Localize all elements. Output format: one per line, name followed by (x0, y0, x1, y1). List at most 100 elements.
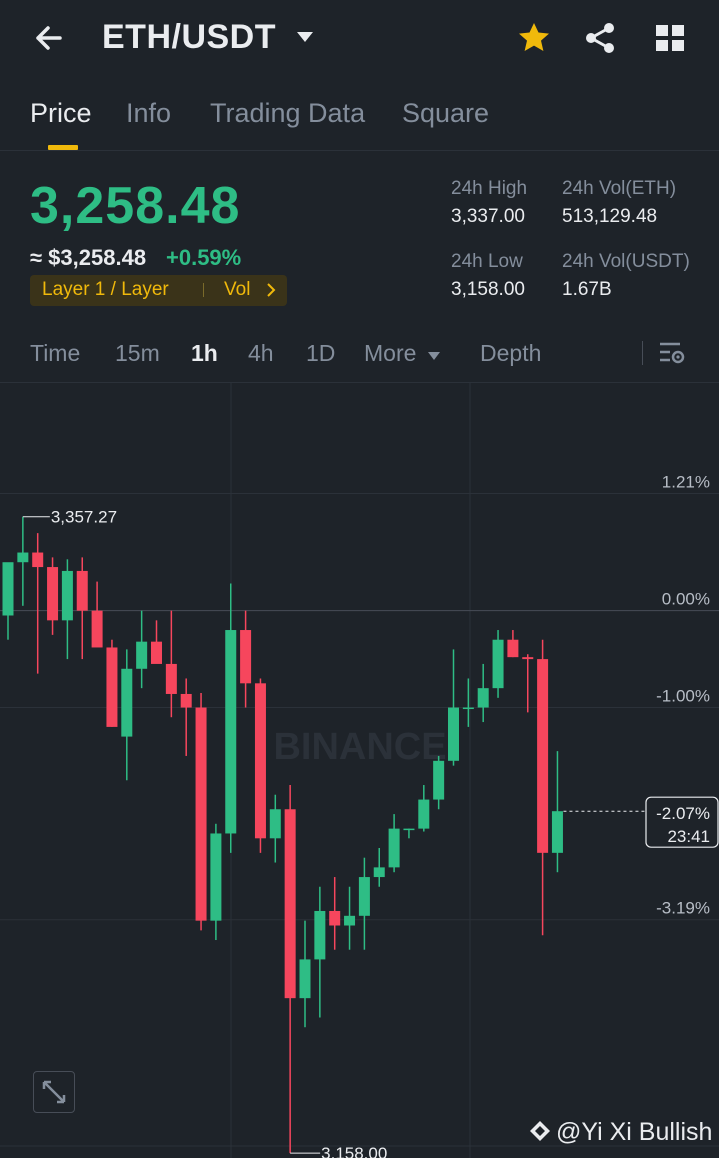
candle-body (492, 639, 504, 689)
candle-body (477, 688, 489, 708)
last-price: 3,258.48 (30, 177, 241, 235)
candles (2, 516, 563, 1154)
y-tick-label: -3.19% (656, 899, 710, 918)
depth-tab[interactable]: Depth (480, 340, 542, 366)
change-percent: +0.59% (166, 245, 242, 270)
candle (403, 828, 415, 839)
candle (2, 562, 14, 640)
tag-layer[interactable]: Layer 1 / Layer (42, 279, 169, 300)
candle (462, 678, 474, 727)
y-tick-label: 1.21% (662, 472, 710, 491)
candle-body (448, 707, 459, 761)
more-caret-icon[interactable] (427, 348, 441, 366)
candle-body (344, 915, 356, 926)
caret-down-icon[interactable] (296, 30, 314, 44)
current-price-box (645, 796, 719, 848)
candle-body (507, 639, 519, 658)
countdown-label: 23:41 (667, 827, 710, 846)
timeframe-time[interactable]: Time (30, 340, 81, 366)
candle (388, 814, 400, 873)
stat-vol-quote-value: 1.67B (562, 279, 612, 300)
y-axis-labels: 1.21% 0.00% -1.00% -3.19% (656, 472, 710, 917)
tag-vol[interactable]: Vol (224, 279, 251, 300)
candle-body (225, 630, 237, 834)
candle-body (106, 647, 118, 727)
candle (225, 583, 237, 853)
pair-title[interactable]: ETH/USDT (102, 18, 276, 56)
watermark-text: @Yi Xi Bullish (556, 1118, 713, 1146)
candle-body (91, 610, 103, 648)
candle-body (329, 910, 341, 926)
candle (32, 533, 44, 674)
candle-body (537, 659, 549, 853)
timeframe-4h[interactable]: 4h (248, 340, 274, 366)
star-icon[interactable] (516, 20, 552, 56)
candle (537, 639, 549, 936)
candle (254, 678, 266, 853)
timeframe-1d[interactable]: 1D (306, 340, 336, 366)
price-chart[interactable]: BINANCE 3,357.27 3,158.00 -2.07% 23:41 1.21… (0, 383, 719, 1158)
toolbar-divider (642, 341, 643, 365)
candle (358, 857, 370, 950)
candle (507, 630, 519, 658)
top-bar: ETH/USDT (0, 0, 719, 80)
timeframe-1h[interactable]: 1h (191, 340, 218, 366)
candle (180, 678, 192, 756)
candle-body (269, 809, 281, 839)
candle-body (165, 663, 177, 694)
candle-body (17, 552, 29, 563)
share-icon[interactable] (582, 20, 618, 56)
expand-icon[interactable] (33, 1071, 75, 1113)
timeframe-more[interactable]: More (364, 340, 417, 366)
candle-body (522, 657, 534, 660)
y-tick-label: -1.00% (656, 687, 710, 706)
candle (433, 755, 445, 810)
candle-body (299, 959, 311, 999)
candle (492, 630, 504, 698)
chart-grid (0, 383, 719, 1158)
toolbar-bottom-border (0, 382, 719, 383)
candle-body (551, 811, 563, 853)
timeframe-15m[interactable]: 15m (115, 340, 160, 366)
candle-body (462, 707, 474, 710)
tab-info[interactable]: Info (126, 98, 172, 128)
tab-square[interactable]: Square (402, 98, 490, 128)
grid-icon[interactable] (652, 20, 688, 56)
candle (61, 559, 73, 660)
tag-bar[interactable]: Layer 1 / Layer Vol (30, 275, 287, 306)
chevron-right-icon (266, 282, 276, 303)
candle (151, 620, 162, 664)
candle-body (61, 570, 73, 621)
candle-body (151, 641, 162, 664)
candle-body (254, 683, 266, 839)
candle-body (433, 760, 445, 800)
tag-divider (203, 283, 204, 297)
stat-high-value: 3,337.00 (451, 206, 525, 227)
candle (299, 920, 311, 1028)
back-arrow-icon[interactable] (30, 18, 70, 58)
tab-price[interactable]: Price (30, 98, 92, 128)
markers: 3,357.27 3,158.00 -2.07% 23:41 (22, 508, 719, 1158)
candle-body (121, 668, 133, 737)
candle (136, 610, 148, 689)
fiat-price: ≈ $3,258.48 (30, 245, 147, 270)
candle (17, 516, 29, 606)
candle-body (418, 799, 430, 829)
candle (344, 886, 356, 950)
tab-trading-data[interactable]: Trading Data (210, 98, 366, 128)
candle (269, 794, 281, 863)
candle (329, 877, 341, 950)
stat-vol-base-label: 24h Vol(ETH) (562, 178, 677, 199)
candle-body (403, 828, 415, 831)
chart-watermark: BINANCE (273, 726, 446, 768)
candle (418, 785, 430, 832)
stat-high-label: 24h High (451, 178, 528, 199)
candle (91, 581, 103, 648)
candle (551, 751, 563, 873)
candle-body (32, 552, 44, 568)
candle-body (240, 630, 252, 684)
candle (106, 639, 118, 727)
candle (477, 663, 489, 723)
candle-body (284, 809, 296, 999)
chart-settings-icon[interactable] (658, 340, 686, 371)
